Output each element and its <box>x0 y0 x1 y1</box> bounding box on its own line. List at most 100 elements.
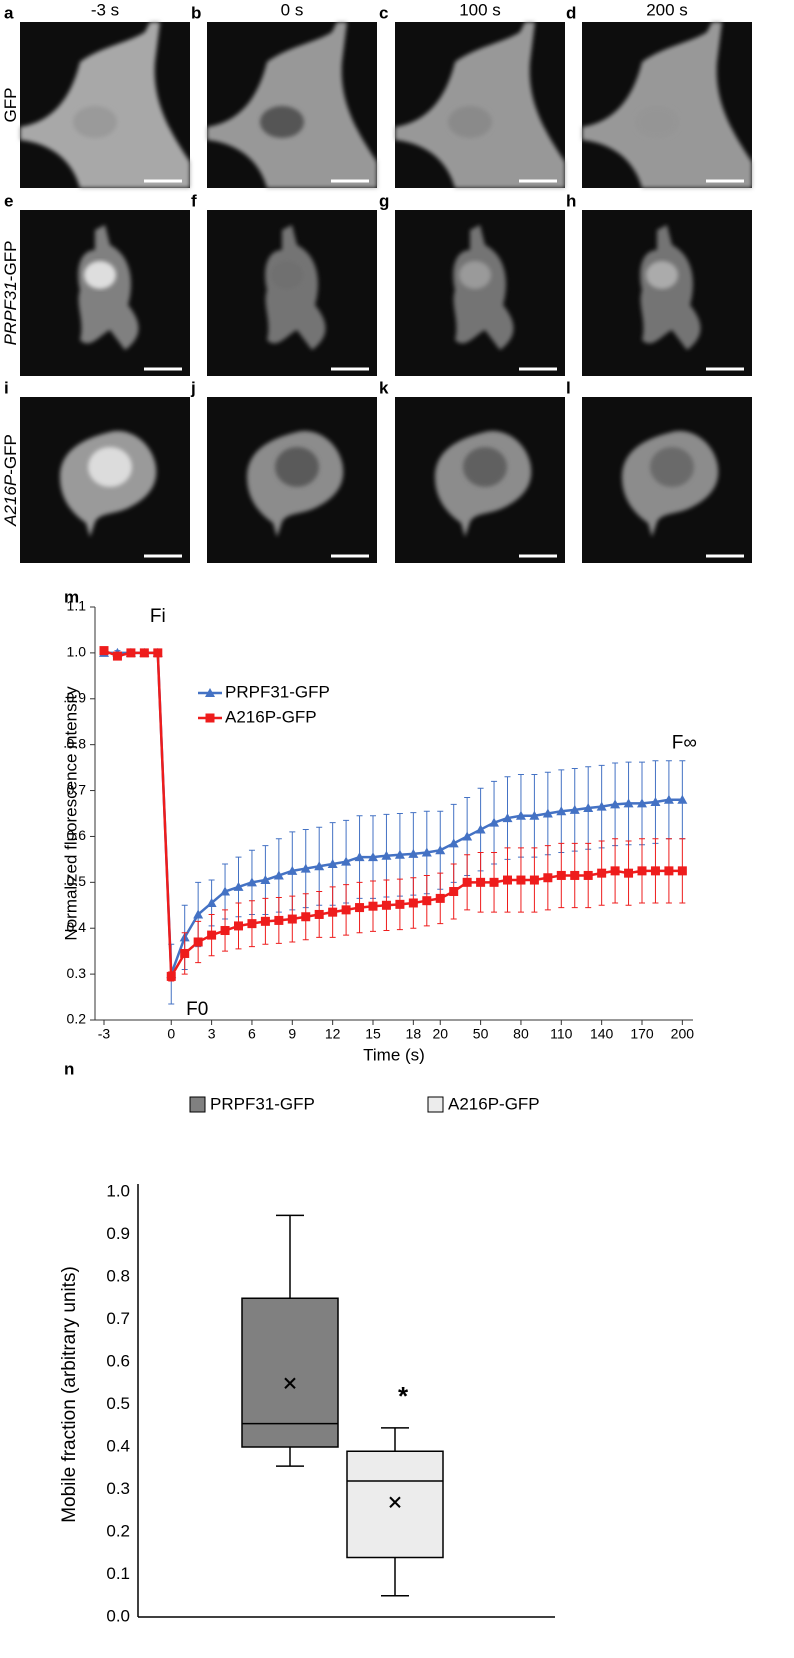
data-point <box>664 866 674 876</box>
micrograph <box>395 397 565 563</box>
panel-letter: i <box>4 378 9 397</box>
nucleus <box>448 106 492 138</box>
data-point <box>207 930 217 940</box>
data-point <box>260 875 271 885</box>
data-point <box>166 971 176 981</box>
panel-letter: b <box>191 3 201 22</box>
x-tick-label: 140 <box>590 1026 614 1042</box>
x-tick-label: 20 <box>432 1026 448 1042</box>
y-tick-label: 1.0 <box>67 644 87 660</box>
data-point <box>301 912 311 922</box>
micrograph <box>20 22 190 188</box>
cell <box>640 225 701 350</box>
legend-marker <box>205 688 215 697</box>
x-tick-label: 12 <box>325 1026 341 1042</box>
cell <box>20 22 190 188</box>
x-tick-label: 18 <box>406 1026 422 1042</box>
data-point <box>341 905 351 915</box>
y-tick-label: 0.7 <box>67 781 87 797</box>
y-tick-label: 1.0 <box>106 1181 130 1200</box>
y-tick-label: 0.6 <box>67 827 87 843</box>
data-point <box>610 799 621 809</box>
data-point <box>273 870 284 880</box>
row-label-part: GFP <box>1 88 20 123</box>
y-axis-label: Normalized fluorescence intensity <box>61 686 80 941</box>
box <box>241 1297 339 1448</box>
data-point <box>663 794 674 804</box>
data-point <box>193 937 203 947</box>
y-tick-label: 0.9 <box>67 689 87 705</box>
row-label-part: -GFP <box>1 434 20 475</box>
x-axis-label: Time (s) <box>363 1045 425 1064</box>
data-point <box>368 852 378 862</box>
data-point <box>246 877 257 887</box>
annotation: Fi <box>150 606 166 627</box>
data-point <box>287 865 298 875</box>
data-point <box>328 907 338 917</box>
annotation: F0 <box>186 999 208 1020</box>
x-tick-label: 15 <box>365 1026 381 1042</box>
panel-letter: m <box>64 587 79 606</box>
micrograph <box>207 22 377 188</box>
legend-swatch <box>189 1096 206 1113</box>
data-point <box>623 798 634 808</box>
whisker <box>381 1427 409 1597</box>
legend-label: A216P-GFP <box>448 1094 540 1113</box>
micrograph <box>582 22 752 188</box>
data-point <box>596 801 607 811</box>
column-header: 0 s <box>281 0 304 19</box>
nucleus <box>463 447 507 487</box>
row-label: A216P-GFP <box>1 434 20 527</box>
nucleus <box>271 261 303 289</box>
x-tick-label: 9 <box>288 1026 296 1042</box>
data-point <box>597 868 607 878</box>
data-point <box>475 824 486 834</box>
mean-marker <box>284 1377 296 1389</box>
data-point <box>314 909 324 919</box>
data-point <box>624 868 634 878</box>
row-label: PRPF31-GFP <box>1 241 20 346</box>
panel-letter: n <box>64 1059 74 1078</box>
panel-letter: g <box>379 191 389 210</box>
micrograph <box>395 210 565 376</box>
y-tick-label: 0.1 <box>106 1564 130 1583</box>
data-point <box>489 877 499 887</box>
y-tick-label: 0.5 <box>67 873 87 889</box>
micrograph <box>395 22 565 188</box>
data-point <box>489 817 500 827</box>
column-header: -3 s <box>91 0 119 19</box>
data-point <box>260 916 270 926</box>
y-tick-label: 0.8 <box>106 1266 130 1285</box>
data-point <box>180 948 190 958</box>
y-tick-label: 0.3 <box>106 1479 130 1498</box>
significance: * <box>398 1381 409 1411</box>
data-point <box>408 848 419 858</box>
data-point <box>368 901 378 911</box>
y-axis-label: Mobile fraction (arbitrary units) <box>59 1266 80 1523</box>
panel-letter: h <box>566 191 576 210</box>
data-point <box>220 886 231 896</box>
cell <box>265 225 326 350</box>
data-point <box>637 798 647 808</box>
micrograph <box>207 210 377 376</box>
data-point <box>462 877 472 887</box>
legend-label: PRPF31-GFP <box>225 682 330 701</box>
data-point <box>448 838 459 848</box>
x-tick-label: 6 <box>248 1026 256 1042</box>
data-point <box>503 875 512 885</box>
x-tick-label: 50 <box>473 1026 489 1042</box>
data-point <box>193 909 204 919</box>
micrograph <box>582 210 752 376</box>
legend-marker <box>205 713 215 723</box>
y-tick-label: 0.7 <box>106 1309 130 1328</box>
data-point <box>569 804 580 814</box>
data-point <box>394 849 405 859</box>
data-point <box>421 847 432 857</box>
data-point <box>462 831 473 841</box>
nucleus <box>84 261 116 289</box>
data-point <box>355 903 365 913</box>
data-point <box>529 810 540 820</box>
row-label-part: PRPF31 <box>1 281 20 345</box>
micrograph <box>20 210 190 376</box>
